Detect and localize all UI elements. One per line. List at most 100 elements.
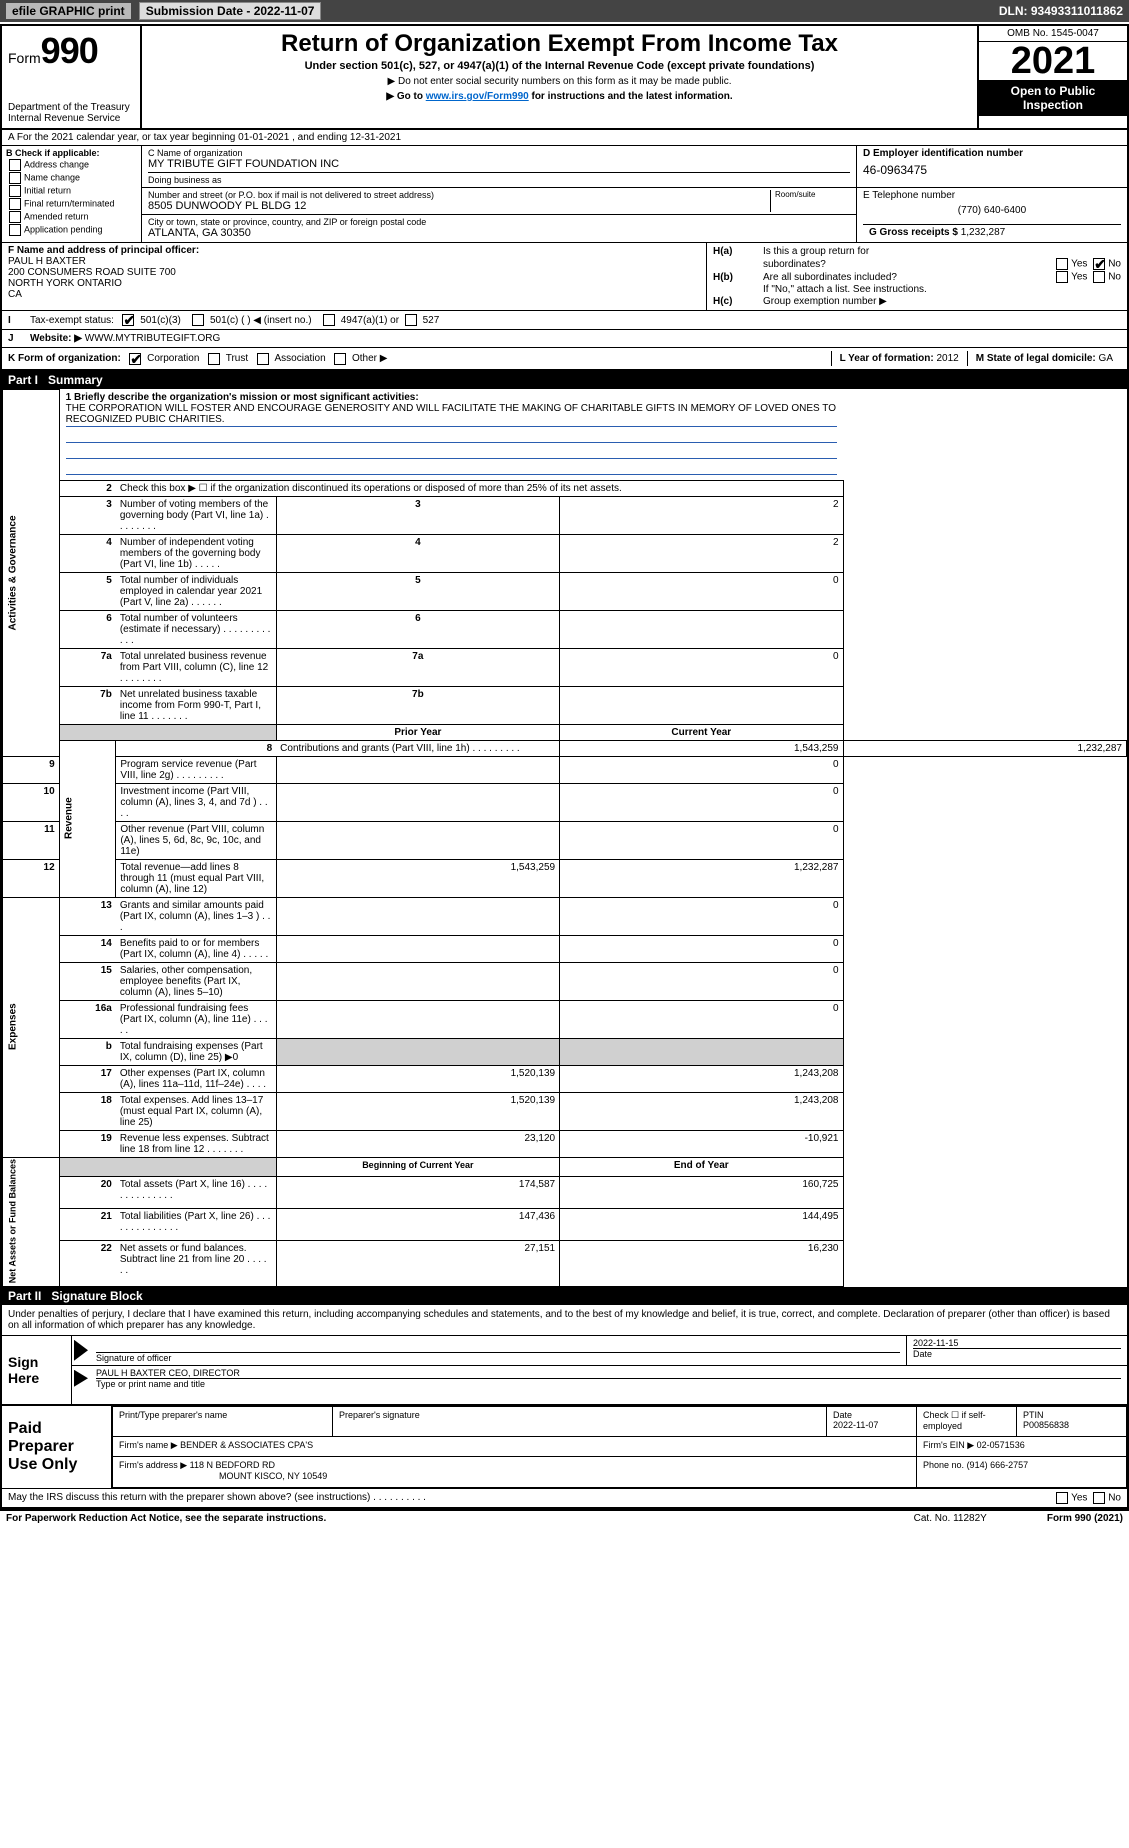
name-label: C Name of organization [148,148,850,158]
year-of-formation: L Year of formation: 2012 [831,351,967,366]
val-6 [560,610,843,648]
tel-label: E Telephone number [863,190,1121,201]
chk-4947[interactable] [323,314,335,326]
row-i-tax-exempt: ITax-exempt status: 501(c)(3) 501(c) ( )… [2,311,1127,330]
department-label: Department of the Treasury Internal Reve… [8,102,134,124]
open-to-public: Open to Public Inspection [979,80,1127,116]
submission-date-button[interactable]: Submission Date - 2022-11-07 [139,2,322,20]
f-label: F Name and address of principal officer: [8,245,700,256]
side-net-assets: Net Assets or Fund Balances [3,1157,60,1286]
line-2: Check this box ▶ ☐ if the organization d… [116,480,843,496]
val-5: 0 [560,572,843,610]
room-label: Room/suite [770,190,850,212]
form-subtitle: Under section 501(c), 527, or 4947(a)(1)… [150,60,969,72]
chk-application-pending[interactable]: Application pending [6,224,137,236]
chk-corporation[interactable] [129,353,141,365]
col-cdefg: C Name of organization MY TRIBUTE GIFT F… [142,146,1127,242]
addr-label: Number and street (or P.O. box if mail i… [148,190,770,200]
chk-address-change[interactable]: Address change [6,159,137,171]
chk-association[interactable] [257,353,269,365]
chk-other[interactable] [334,353,346,365]
ein-value: 46-0963475 [863,163,1121,177]
org-name-box: C Name of organization MY TRIBUTE GIFT F… [142,146,857,187]
goto-line: ▶ Go to www.irs.gov/Form990 for instruct… [150,91,969,102]
line-7b: Net unrelated business taxable income fr… [116,686,276,724]
row-j-website: JWebsite: ▶ WWW.MYTRIBUTEGIFT.ORG [2,330,1127,348]
hb-yes-no: Yes No [1053,271,1121,283]
arrow-icon [74,1370,88,1387]
dba-label: Doing business as [148,175,850,185]
address-box: Number and street (or P.O. box if mail i… [142,188,857,242]
chk-trust[interactable] [208,353,220,365]
line-7a: Total unrelated business revenue from Pa… [116,648,276,686]
line-16b: Total fundraising expenses (Part IX, col… [116,1038,276,1065]
firm-phone: Phone no. (914) 666-2757 [917,1457,1127,1488]
chk-amended-return[interactable]: Amended return [6,211,137,223]
firm-address: Firm's address ▶ 118 N BEDFORD RD MOUNT … [113,1457,917,1488]
ha-yes-no: Yes No [1053,258,1121,270]
chk-527[interactable] [405,314,417,326]
hdr-current-year: Current Year [560,724,843,740]
line-18: Total expenses. Add lines 13–17 (must eq… [116,1092,276,1130]
firm-name: Firm's name ▶ BENDER & ASSOCIATES CPA'S [113,1437,917,1457]
form-number-footer: Form 990 (2021) [1047,1513,1123,1524]
form-title: Return of Organization Exempt From Incom… [150,30,969,58]
signature-of-officer: Signature of officer [90,1336,907,1365]
val-7a: 0 [560,648,843,686]
catalog-number: Cat. No. 11282Y [914,1513,987,1524]
p8: 1,543,259 [560,740,843,756]
line-6: Total number of volunteers (estimate if … [116,610,276,648]
chk-501c[interactable] [192,314,204,326]
form-990-container: Form990 Department of the Treasury Inter… [0,24,1129,1511]
line-12: Total revenue—add lines 8 through 11 (mu… [116,859,276,897]
line-3: Number of voting members of the governin… [116,496,276,534]
col-b-header: B Check if applicable: [6,148,137,158]
firm-ein: Firm's EIN ▶ 02-0571536 [917,1437,1127,1457]
section-fh: F Name and address of principal officer:… [2,243,1127,311]
col-b-checkboxes: B Check if applicable: Address change Na… [2,146,142,242]
paperwork-notice: For Paperwork Reduction Act Notice, see … [6,1513,326,1524]
chk-501c3[interactable] [122,314,134,326]
form-header: Form990 Department of the Treasury Inter… [2,26,1127,130]
prep-date: Date2022-11-07 [827,1406,917,1437]
prep-sig-hdr: Preparer's signature [333,1406,827,1437]
row-klm: K Form of organization: Corporation Trus… [2,348,1127,371]
page-footer: For Paperwork Reduction Act Notice, see … [0,1511,1129,1526]
hdr-prior-year: Prior Year [276,724,559,740]
principal-officer-box: F Name and address of principal officer:… [2,243,707,310]
ein-label: D Employer identification number [863,148,1121,159]
chk-name-change[interactable]: Name change [6,172,137,184]
line-8: Contributions and grants (Part VIII, lin… [276,740,559,756]
sign-here-label: Sign Here [2,1336,72,1404]
line-10: Investment income (Part VIII, column (A)… [116,783,276,821]
val-3: 2 [560,496,843,534]
form-number-box: Form990 Department of the Treasury Inter… [2,26,142,128]
line-11: Other revenue (Part VIII, column (A), li… [116,821,276,859]
officer-addr2: NORTH YORK ONTARIO [8,278,700,289]
state-of-domicile: M State of legal domicile: GA [967,351,1121,366]
hdr-end-year: End of Year [560,1157,843,1176]
line-19: Revenue less expenses. Subtract line 18 … [116,1130,276,1157]
line-20: Total assets (Part X, line 16) . . . . .… [116,1176,276,1208]
tax-year: 2021 [979,42,1127,80]
chk-final-return[interactable]: Final return/terminated [6,198,137,210]
line-21: Total liabilities (Part X, line 26) . . … [116,1208,276,1240]
summary-table: Activities & Governance 1 Briefly descri… [2,389,1127,1287]
irs-link[interactable]: www.irs.gov/Form990 [426,91,529,102]
form-prefix: Form [8,50,41,66]
city-label: City or town, state or province, country… [148,217,850,227]
line-17: Other expenses (Part IX, column (A), lin… [116,1065,276,1092]
tel-value: (770) 640-6400 [863,205,1121,216]
chk-initial-return[interactable]: Initial return [6,185,137,197]
prep-self-employed: Check ☐ if self-employed [917,1406,1017,1437]
row-a-tax-year: A For the 2021 calendar year, or tax yea… [2,130,1127,146]
line-4: Number of independent voting members of … [116,534,276,572]
side-activities: Activities & Governance [3,390,60,757]
line-13: Grants and similar amounts paid (Part IX… [116,897,276,935]
c8: 1,232,287 [843,740,1127,756]
line-16a: Professional fundraising fees (Part IX, … [116,1000,276,1038]
dln-label: DLN: 93493311011862 [999,4,1123,18]
val-7b [560,686,843,724]
ssn-note: ▶ Do not enter social security numbers o… [150,76,969,87]
mission-text: THE CORPORATION WILL FOSTER AND ENCOURAG… [66,403,837,427]
